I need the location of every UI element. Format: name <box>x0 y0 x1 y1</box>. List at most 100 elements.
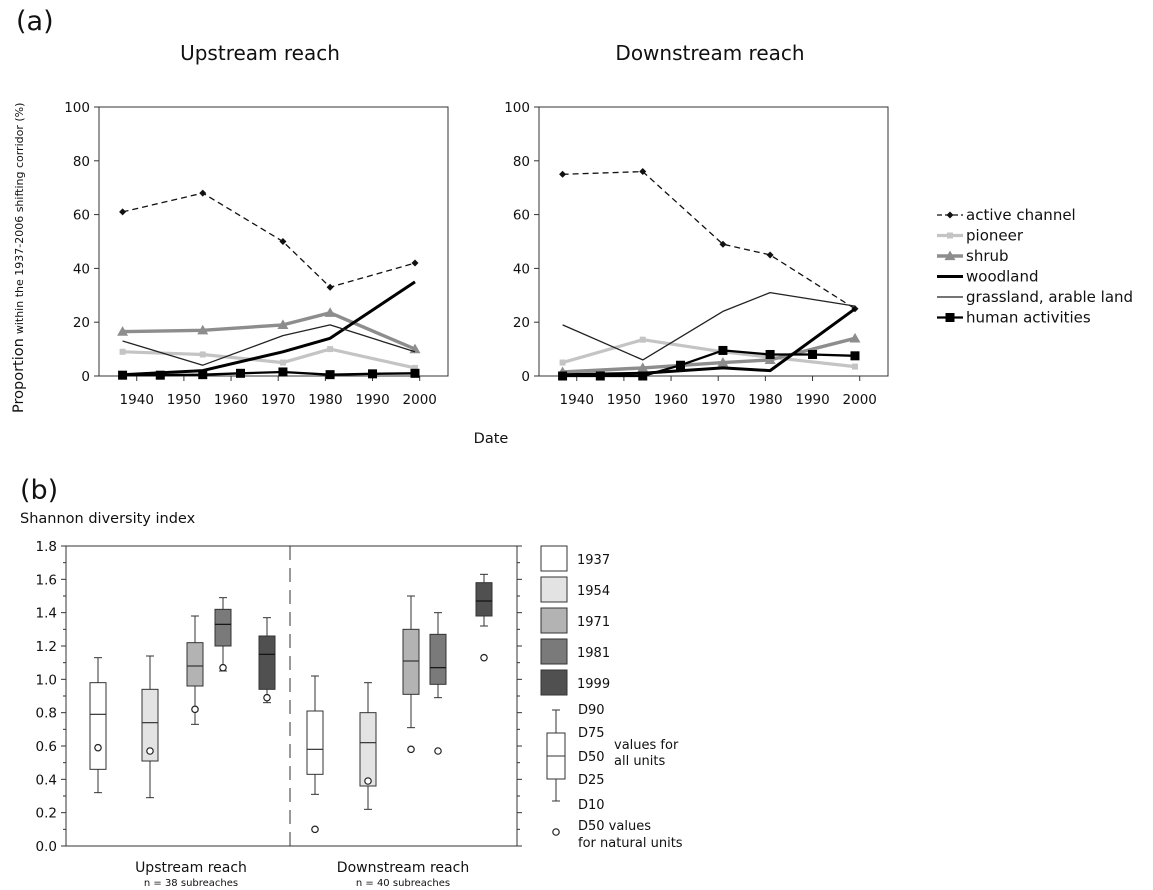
box-upstream-reach-1937 <box>89 657 107 794</box>
downstream-point-pioneer <box>639 336 646 343</box>
natural-units-median <box>263 693 271 702</box>
key-label-d75: D75 <box>578 726 605 741</box>
box-y-tick-label: 0.6 <box>36 739 57 755</box>
downstream-point-human-activities <box>850 351 860 361</box>
downstream-y-tick-label: 0 <box>521 369 530 385</box>
upstream-point-shrub <box>197 324 209 335</box>
key-natural-line1: D50 values <box>578 819 651 834</box>
downstream-point-shrub <box>717 357 729 367</box>
downstream-y-tick-label: 40 <box>513 261 530 277</box>
legend-year-swatch-1981 <box>540 638 568 665</box>
downstream-point-active-channel <box>639 168 647 176</box>
upstream-point-shrub <box>117 326 129 336</box>
key-values-line2: all units <box>614 754 666 769</box>
legend-year-swatch-1971 <box>540 607 568 634</box>
legend-year-label-1937: 1937 <box>577 553 610 568</box>
upstream-point-active-channel <box>119 208 127 216</box>
upstream-series-active-channel <box>122 192 416 288</box>
iqr-box <box>475 582 493 617</box>
box-y-tick-label: 0.0 <box>36 839 57 855</box>
downstream-point-active-channel <box>559 170 567 178</box>
natural-units-median <box>364 777 372 785</box>
box-upstream-reach-1999 <box>258 617 276 704</box>
group-n-upstream-reach: n = 38 subreaches <box>144 878 238 889</box>
box-upstream-reach-1954 <box>141 655 159 799</box>
key-label-d50: D50 <box>578 750 605 765</box>
box-plot-frame <box>65 545 518 847</box>
box-y-tick-label: 1.0 <box>36 672 57 688</box>
legend-label-shrub: shrub <box>966 247 1009 265</box>
upstream-series-woodland <box>122 280 416 377</box>
proportion-axis-title-sub: within the 1937-2006 shifting corridor (… <box>13 103 26 335</box>
legend-marker-active-channel <box>946 211 954 219</box>
box-y-tick-label: 1.8 <box>36 539 57 555</box>
upstream-point-human-activities <box>368 369 378 379</box>
upstream-y-tick-label: 100 <box>64 100 90 116</box>
downstream-plot-frame <box>538 106 889 377</box>
box-downstream-reach-1981 <box>429 612 447 755</box>
box-chart-legend: 1937 1954 1971 1981 1999 D90 D75 D50 D25 D10 value… <box>540 545 683 851</box>
downstream-point-active-channel <box>719 240 727 248</box>
upstream-point-pioneer <box>279 359 286 366</box>
shannon-box-chart: 0.0 0.2 0.4 0.6 0.8 1.0 1.2 1.4 1.6 1.8 Upstream r… <box>36 539 522 889</box>
iqr-box <box>258 635 276 690</box>
iqr-box <box>186 642 204 687</box>
upstream-point-human-activities <box>235 368 245 378</box>
panel-a-label: (a) <box>16 6 54 37</box>
downstream-series-human-activities <box>562 349 856 378</box>
upstream-series-shrub <box>122 311 416 351</box>
upstream-line-chart: 0 20 40 60 80 100 1940 1950 1960 1970 1980 1990 2000 <box>64 100 449 408</box>
upstream-y-tick-label: 80 <box>73 154 90 170</box>
upstream-x-tick-label: 1960 <box>214 392 248 408</box>
upstream-series-grassland-arable-land <box>122 324 416 366</box>
downstream-x-tick-label: 1940 <box>560 392 594 408</box>
group-label-upstream-reach: Upstream reach <box>135 860 247 876</box>
natural-units-median <box>191 705 199 714</box>
downstream-point-shrub <box>764 354 776 364</box>
legend-label-grassland-arable-land: grassland, arable land <box>966 288 1133 306</box>
downstream-point-shrub <box>849 332 861 343</box>
downstream-x-tick-label: 1990 <box>795 392 829 408</box>
legend-year-swatch-1937 <box>540 545 568 572</box>
key-label-d10: D10 <box>578 798 605 813</box>
box-downstream-reach-1937 <box>306 675 324 834</box>
upstream-point-human-activities <box>118 370 128 380</box>
downstream-point-active-channel <box>766 251 774 259</box>
legend-marker-shrub <box>944 250 956 261</box>
upstream-x-tick-label: 1940 <box>120 392 154 408</box>
downstream-point-human-activities <box>558 371 568 381</box>
downstream-x-tick-label: 1980 <box>748 392 782 408</box>
upstream-point-human-activities <box>155 370 165 380</box>
proportion-axis-title-main: Proportion <box>11 338 27 413</box>
legend-marker-human-activities <box>945 313 955 322</box>
legend-label-pioneer: pioneer <box>966 227 1024 245</box>
legend-label-human-activities: human activities <box>966 309 1091 327</box>
legend-year-swatch-1954 <box>540 576 568 603</box>
box-upstream-reach-1981 <box>214 597 232 672</box>
upstream-point-human-activities <box>325 370 335 380</box>
iqr-box <box>429 633 447 685</box>
legend-label-woodland: woodland <box>966 268 1039 286</box>
downstream-point-human-activities <box>675 360 685 370</box>
upstream-point-human-activities <box>410 368 420 378</box>
upstream-series-human-activities <box>122 370 416 377</box>
natural-units-median <box>219 663 227 672</box>
downstream-y-tick-label: 100 <box>504 100 530 116</box>
downstream-point-human-activities <box>718 345 728 355</box>
natural-units-median <box>94 743 102 752</box>
upstream-point-active-channel <box>326 283 334 291</box>
upstream-chart-title: Upstream reach <box>180 41 340 65</box>
legend-label-active-channel: active channel <box>966 206 1076 224</box>
downstream-point-human-activities <box>765 349 775 359</box>
downstream-point-human-activities <box>808 349 818 359</box>
natural-units-median <box>146 747 154 755</box>
upstream-point-pioneer <box>411 364 418 371</box>
natural-units-median <box>311 825 319 834</box>
key-label-d90: D90 <box>578 703 605 718</box>
upstream-y-tick-label: 40 <box>73 261 90 277</box>
date-axis-title: Date <box>474 431 509 447</box>
box-y-tick-label: 1.6 <box>36 572 57 588</box>
legend-year-label-1999: 1999 <box>577 677 610 692</box>
downstream-y-tick-label: 20 <box>513 315 530 331</box>
key-natural-line2: for natural units <box>578 836 683 851</box>
